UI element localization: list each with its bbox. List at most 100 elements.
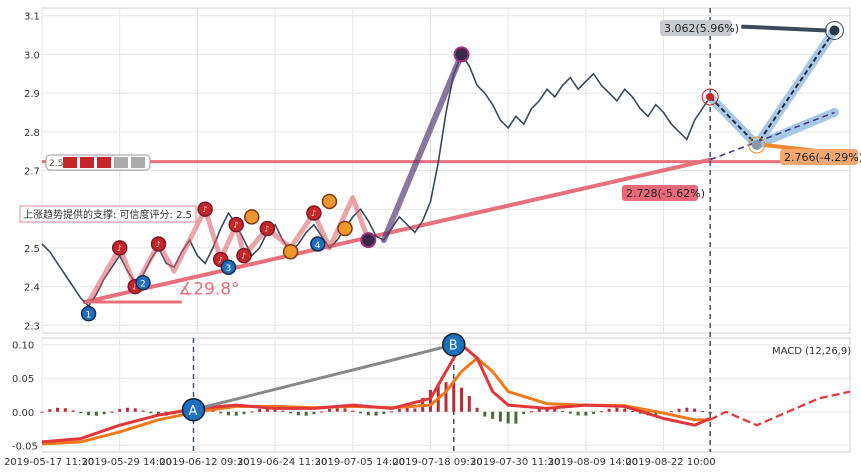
wave-marker-note: ♪ bbox=[218, 255, 223, 264]
macd-histogram-bar bbox=[296, 411, 300, 416]
macd-histogram-bar bbox=[390, 411, 394, 413]
macd-histogram-bar bbox=[397, 408, 401, 412]
macd-histogram-bar bbox=[351, 410, 355, 412]
x-tick-label: 2019-05-29 14:00 bbox=[82, 457, 172, 468]
macd-histogram-bar bbox=[79, 411, 83, 414]
wave-marker-note: ♪ bbox=[132, 283, 137, 292]
macd-histogram-bar bbox=[553, 408, 557, 412]
macd-dif-line bbox=[41, 343, 711, 444]
wave-marker-dark bbox=[453, 46, 470, 63]
wave-marker-red bbox=[197, 201, 213, 217]
macd-histogram-bar bbox=[708, 411, 712, 414]
macd-projection-line bbox=[709, 390, 851, 427]
mid-target-label: 2.766(-4.29%) bbox=[784, 151, 861, 164]
projection-path-trend bbox=[709, 111, 835, 161]
rating-star-icon bbox=[80, 157, 94, 168]
macd-histogram-bar bbox=[102, 411, 106, 415]
macd-histogram-bar bbox=[428, 389, 432, 412]
wave-marker-note: ♪ bbox=[311, 209, 316, 218]
macd-histogram-bar bbox=[125, 407, 129, 412]
macd-histogram-bar bbox=[460, 387, 464, 412]
macd-histogram-bar bbox=[413, 408, 417, 412]
wave-number-label: 3 bbox=[225, 264, 231, 274]
wave-marker-red bbox=[306, 205, 322, 221]
x-tick-label: 2019-08-22 10:00 bbox=[626, 457, 716, 468]
x-tick-label: 2019-07-18 09:30 bbox=[392, 457, 482, 468]
wave-marker-orange bbox=[282, 244, 299, 260]
macd-histogram-bar bbox=[258, 409, 262, 412]
wave-number-marker bbox=[80, 305, 97, 322]
macd-histogram-bar bbox=[118, 409, 122, 412]
macd-histogram-bar bbox=[40, 411, 44, 413]
macd-histogram-bar bbox=[265, 407, 269, 412]
y-tick-label-main: 2.9 bbox=[24, 89, 40, 100]
macd-panel-label: MACD (12,26,9) bbox=[772, 346, 851, 357]
macd-histogram-bar bbox=[335, 407, 339, 412]
mid-target-ring bbox=[748, 136, 766, 154]
current-price-point bbox=[706, 92, 715, 101]
macd-histogram-bar bbox=[529, 411, 533, 413]
macd-histogram-bar bbox=[366, 411, 370, 416]
current-price-ring bbox=[701, 88, 719, 106]
macd-marker-a bbox=[181, 398, 206, 422]
projection-band-flat bbox=[752, 107, 839, 150]
support-tag-label: 上涨趋势提供的支撑: 可信度评分: 2.5 bbox=[23, 208, 192, 221]
y-tick-label-macd: -0.05 bbox=[12, 441, 38, 452]
rating-star-icon bbox=[97, 157, 111, 168]
macd-histogram-bar bbox=[623, 408, 627, 412]
low-target-label: 2.728(-5.62%) bbox=[626, 187, 705, 200]
macd-histogram-bar bbox=[491, 411, 495, 419]
macd-histogram-bar bbox=[320, 411, 324, 413]
up-target-point bbox=[829, 25, 840, 36]
y-tick-label-main: 2.7 bbox=[24, 167, 40, 178]
wave-marker-note: ♪ bbox=[264, 225, 269, 234]
macd-histogram-bar bbox=[374, 411, 378, 416]
macd-histogram-bar bbox=[226, 411, 230, 416]
angle-label: ∡29.8° bbox=[178, 279, 240, 299]
x-tick-label: 2019-06-24 11:30 bbox=[237, 457, 327, 468]
impulse-leg-line bbox=[380, 51, 465, 244]
y-tick-label-macd: 0.10 bbox=[12, 341, 34, 352]
macd-histogram-bar bbox=[211, 410, 215, 412]
wave-marker-note: ♪ bbox=[156, 240, 161, 249]
macd-histogram-bar bbox=[133, 408, 137, 412]
wave-number-label: 1 bbox=[86, 311, 92, 321]
macd-histogram-bar bbox=[304, 411, 308, 416]
macd-histogram-bar bbox=[87, 411, 91, 416]
macd-histogram-bar bbox=[359, 411, 363, 414]
wave-marker-orange bbox=[337, 220, 353, 237]
divergence-line bbox=[193, 343, 455, 412]
macd-histogram-bar bbox=[467, 396, 471, 412]
macd-histogram-bar bbox=[685, 407, 689, 412]
wave-marker-note: ♪ bbox=[117, 244, 122, 253]
macd-histogram-bar bbox=[149, 411, 153, 414]
rating-star-icon bbox=[131, 157, 145, 168]
macd-histogram-bar bbox=[568, 411, 572, 414]
y-tick-label-main: 2.5 bbox=[24, 244, 40, 255]
wave-marker-red bbox=[236, 247, 252, 264]
macd-histogram-bar bbox=[444, 382, 448, 412]
macd-histogram-bar bbox=[592, 411, 596, 414]
x-tick-label: 2019-07-30 11:30 bbox=[470, 457, 560, 468]
macd-marker-a-label: A bbox=[189, 404, 198, 419]
wave-marker-red bbox=[150, 236, 167, 252]
ascending-support-line bbox=[82, 157, 713, 305]
macd-histogram-bar bbox=[537, 408, 541, 412]
x-tick-label: 2019-05-17 11:30 bbox=[4, 457, 94, 468]
wave-number-marker bbox=[310, 236, 326, 252]
y-tick-label-main: 3.1 bbox=[24, 12, 40, 23]
rating-star-icon bbox=[114, 157, 128, 168]
wave-marker-red bbox=[111, 240, 128, 256]
macd-histogram-bar bbox=[234, 411, 238, 416]
macd-histogram-bar bbox=[312, 411, 316, 415]
macd-histogram-bar bbox=[522, 411, 526, 414]
macd-histogram-bar bbox=[110, 411, 114, 413]
wave-marker-note: ♪ bbox=[202, 205, 207, 214]
y-tick-label-main: 2.8 bbox=[24, 128, 40, 139]
up-target-label-box bbox=[660, 20, 732, 36]
x-tick-label: 2019-06-12 09:30 bbox=[159, 457, 249, 468]
x-tick-label: 2019-08-09 14:00 bbox=[548, 457, 638, 468]
y-tick-label-main: 2.4 bbox=[24, 283, 40, 294]
up-target-ring bbox=[824, 20, 844, 40]
